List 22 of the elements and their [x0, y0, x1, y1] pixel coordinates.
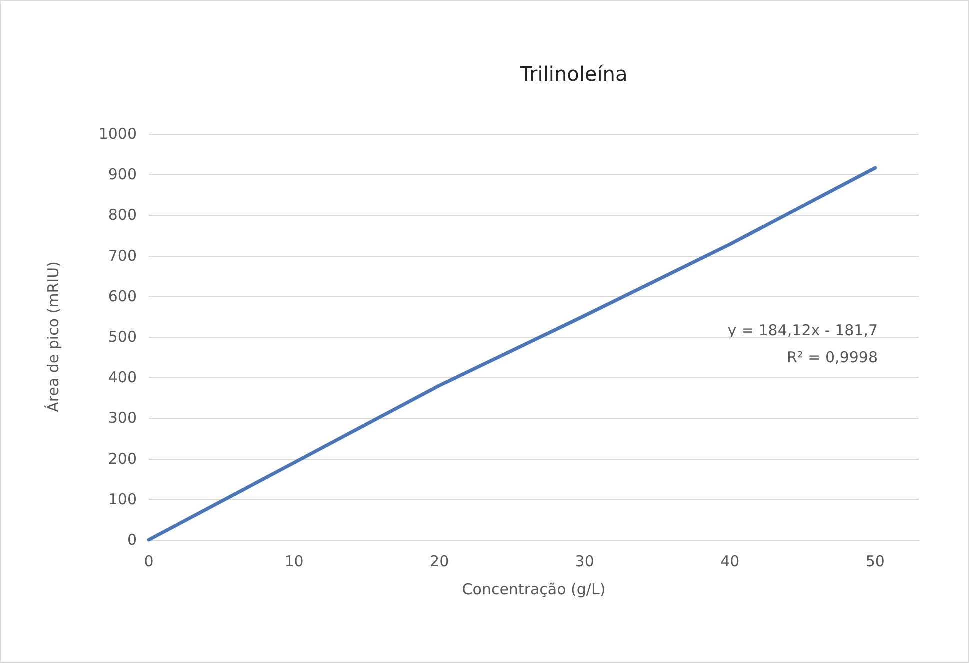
y-tick-label: 100 [108, 490, 137, 508]
chart-title: Trilinoleína [519, 62, 628, 86]
x-tick-label: 0 [144, 552, 154, 570]
y-tick-label: 200 [108, 450, 137, 468]
y-tick-label: 700 [108, 246, 137, 265]
y-tick-label: 1000 [98, 125, 137, 143]
y-tick-label: 400 [108, 368, 137, 387]
x-axis-title: Concentração (g/L) [462, 580, 606, 598]
y-tick-label: 800 [108, 206, 137, 224]
y-tick-label: 600 [108, 287, 137, 306]
y-tick-label: 500 [108, 328, 137, 346]
y-axis-title: Área de pico (mRIU) [44, 262, 62, 412]
x-tick-label: 30 [575, 552, 594, 570]
x-tick-label: 40 [720, 552, 740, 570]
x-tick-label: 10 [284, 552, 304, 570]
x-tick-label: 20 [430, 552, 450, 570]
line-series [147, 166, 878, 542]
y-tick-label: 0 [127, 531, 137, 549]
y-tick-label: 300 [108, 409, 137, 428]
y-tick-label: 900 [108, 166, 137, 184]
annotation: R² = 0,9998 [786, 348, 878, 366]
x-tick-label: 50 [866, 552, 885, 570]
